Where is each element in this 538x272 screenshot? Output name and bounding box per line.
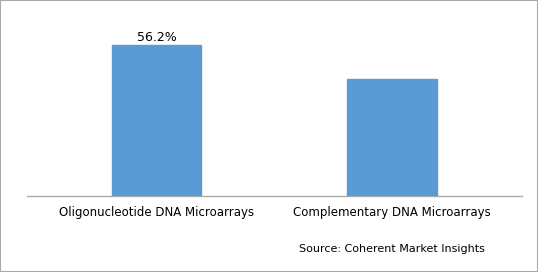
- Bar: [348, 79, 437, 196]
- Text: Source: Coherent Market Insights: Source: Coherent Market Insights: [299, 244, 485, 254]
- Text: 56.2%: 56.2%: [137, 31, 176, 44]
- Bar: [112, 45, 201, 196]
